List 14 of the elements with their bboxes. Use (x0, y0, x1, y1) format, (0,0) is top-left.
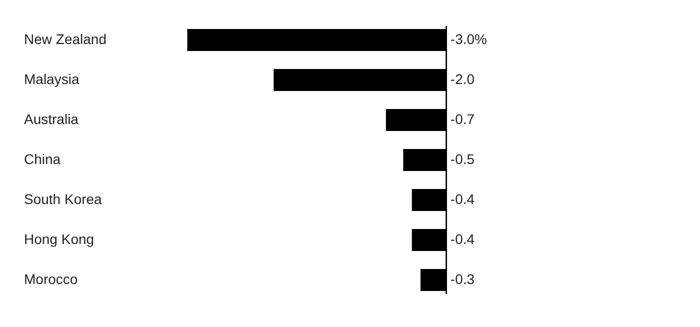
y-tick-label: South Korea (24, 191, 102, 207)
y-tick-label: China (24, 151, 61, 167)
data-label: -0.5 (450, 151, 475, 167)
data-label: -2.0 (450, 71, 475, 87)
y-tick-label: Malaysia (24, 71, 80, 87)
data-label: -0.4 (450, 191, 475, 207)
data-label: -0.3 (450, 271, 475, 287)
y-tick-label: Australia (24, 111, 79, 127)
data-label: -3.0% (450, 31, 487, 47)
y-tick-label: Hong Kong (24, 231, 94, 247)
y-tick-label: Morocco (24, 271, 78, 287)
y-tick-label: New Zealand (24, 31, 106, 47)
data-label: -0.7 (450, 111, 475, 127)
data-label: -0.4 (450, 231, 475, 247)
